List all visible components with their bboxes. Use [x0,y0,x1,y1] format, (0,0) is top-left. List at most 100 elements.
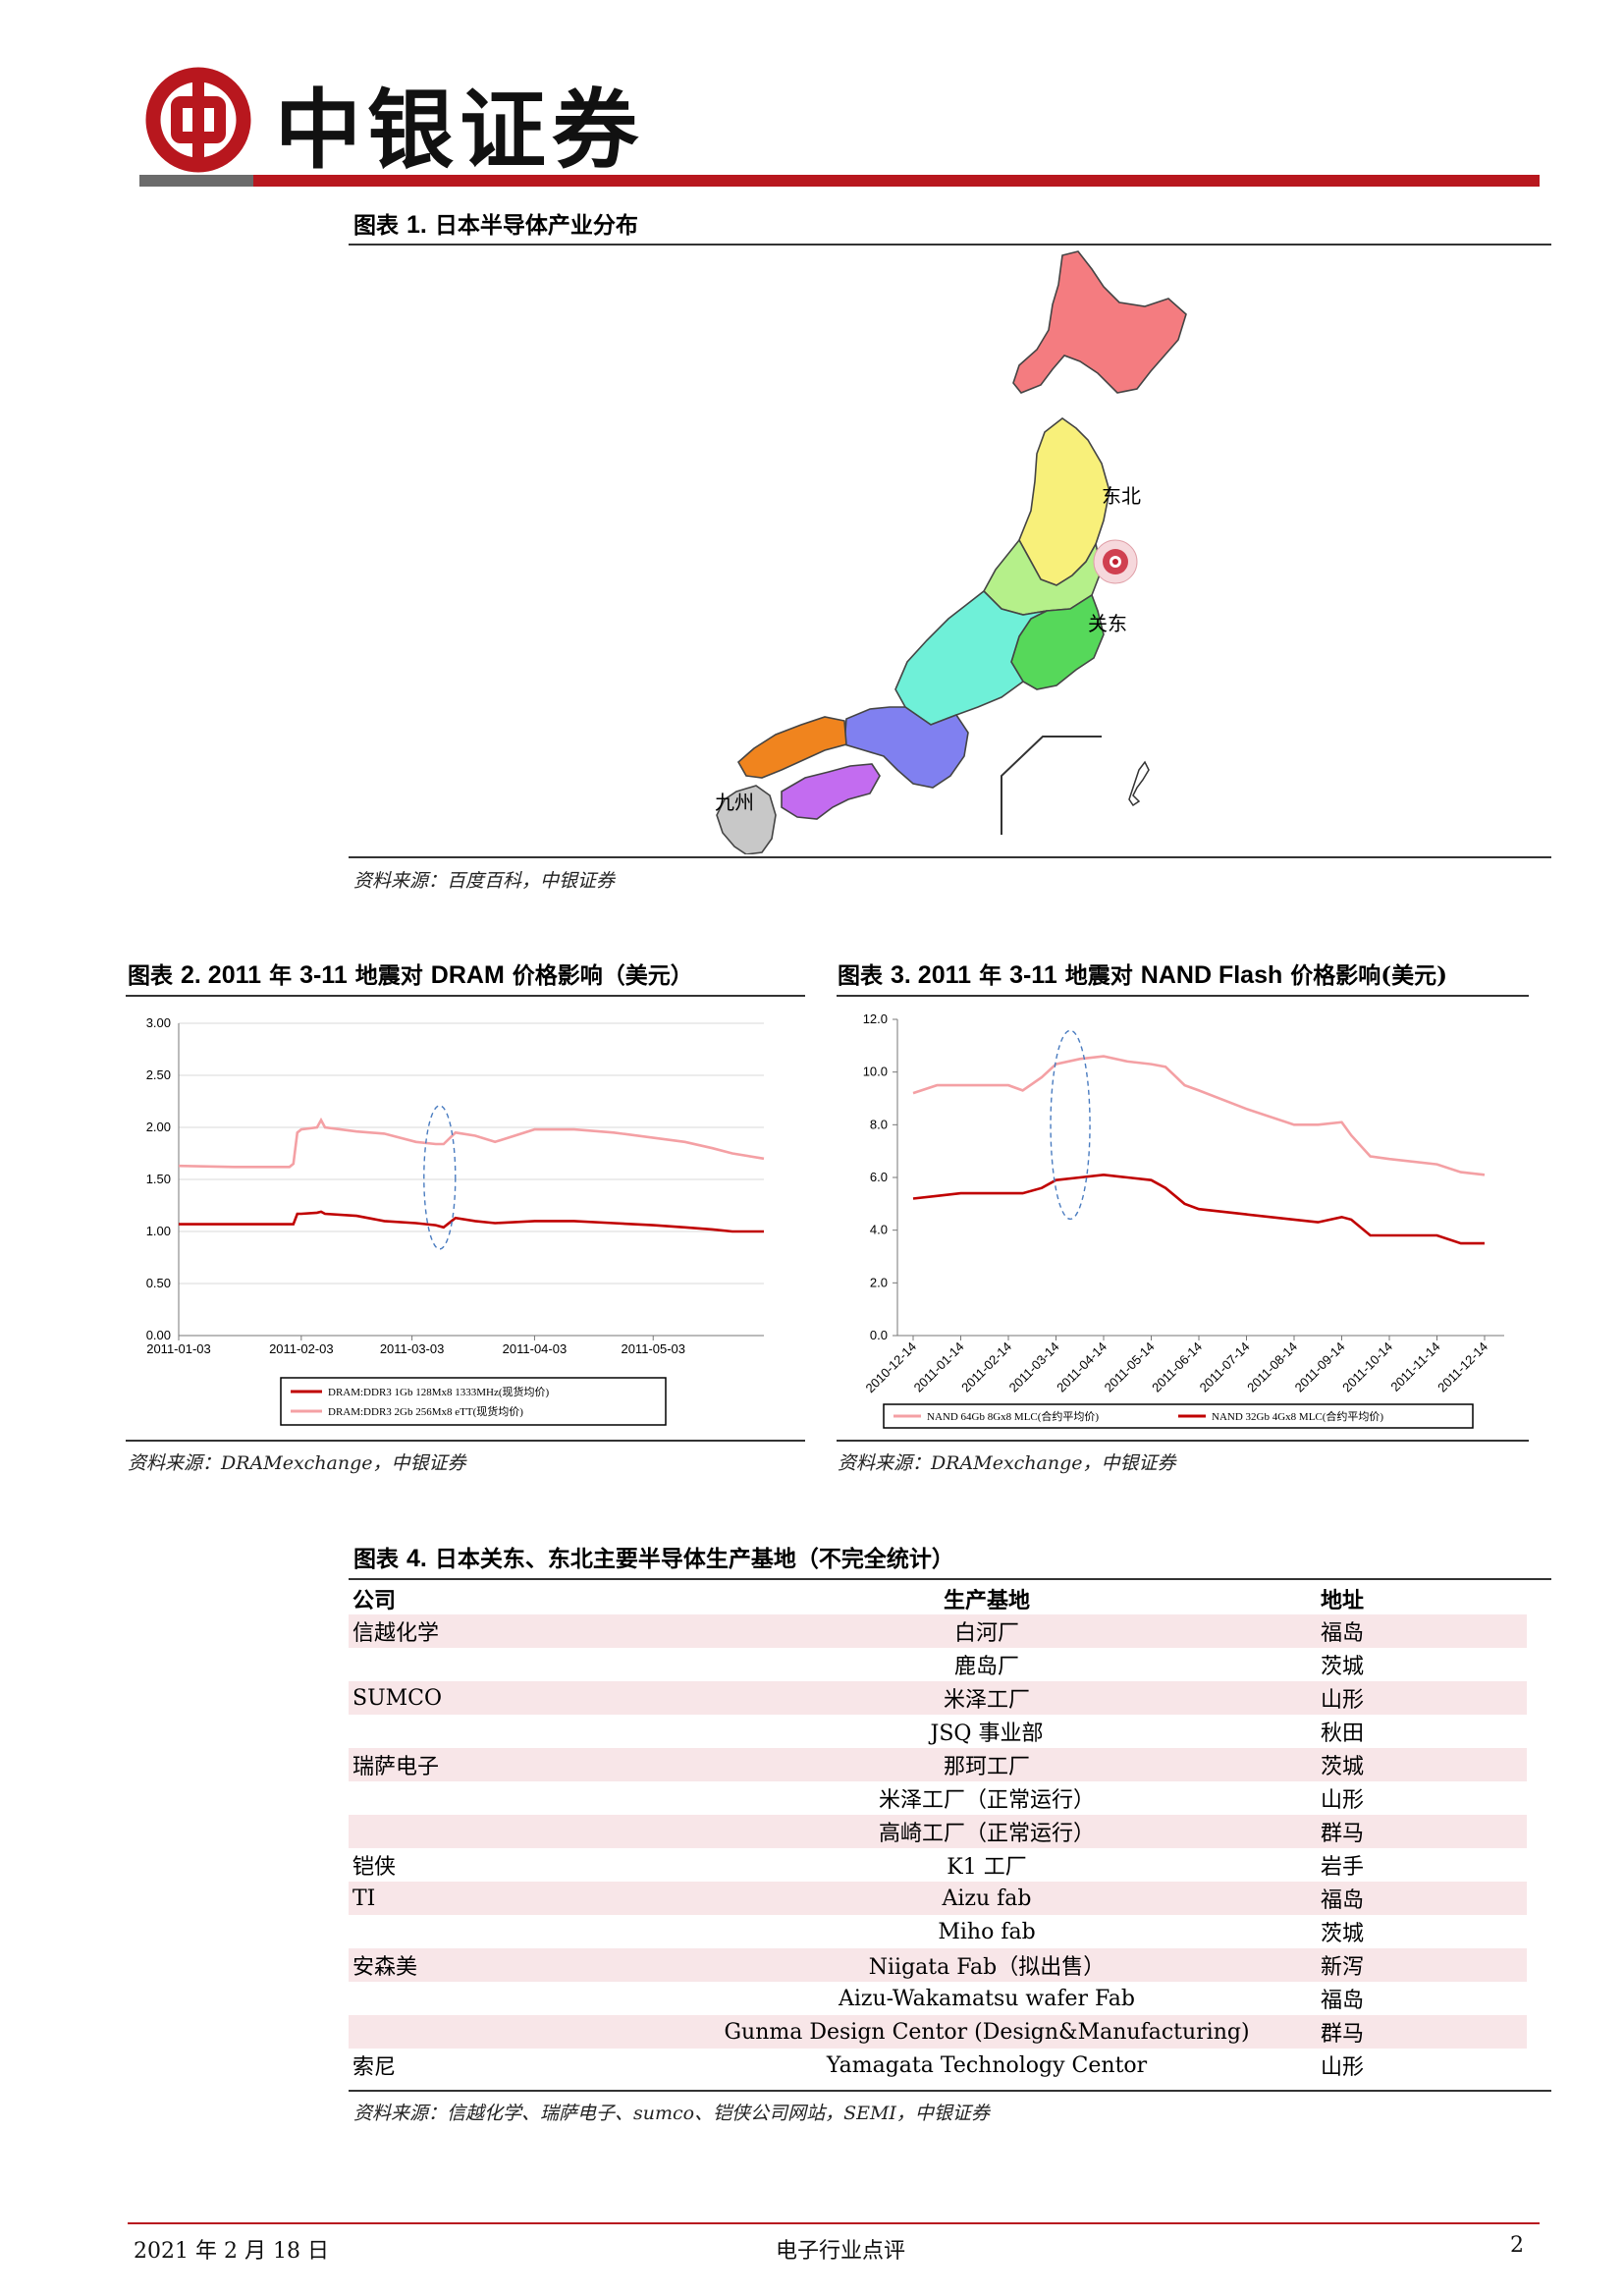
cell-address: 福岛 [1291,1882,1527,1915]
legend-box [280,1377,667,1426]
fig1-title-prefix: 图表 [353,212,399,239]
fig4-top-rule [349,1578,1551,1580]
fig3-title-text2: 地震对 [1064,962,1133,989]
table-row: Aizu-Wakamatsu wafer Fab 福岛 [349,1982,1527,2015]
y-tick-label: 2.50 [146,1067,171,1082]
fig2-title-text2: 地震对 [354,962,423,989]
fig2-title-text: 年 [269,962,293,989]
fig2-title-prefix: 图表 [128,962,173,989]
y-tick-label: 6.0 [870,1170,888,1184]
x-tick-label: 2011-01-14 [911,1339,967,1395]
cell-base: 白河厂 [682,1614,1291,1648]
shikoku-region [781,763,881,820]
fig3-title-text3: 价格影响(美元) [1290,962,1448,989]
cell-base: Aizu-Wakamatsu wafer Fab [838,1986,1136,2011]
inset-frame [1001,736,1102,835]
table-row: 安森美 Niigata Fab（拟出售） 新泻 [349,1948,1527,1982]
cell-company: 安森美 [349,1948,682,1982]
y-tick-label: 10.0 [863,1065,888,1079]
legend-label: NAND 64Gb 8Gx8 MLC(合约平均价) [927,1409,1099,1423]
table-row: Miho fab 茨城 [349,1915,1527,1948]
table-row: 鹿岛厂 茨城 [349,1648,1527,1681]
fig2-title-text3: 价格影响（美元） [512,962,693,989]
cell-address: 群马 [1291,2015,1527,2049]
table-row: 瑞萨电子 那珂工厂 茨城 [349,1748,1527,1781]
x-tick-label: 2011-09-14 [1292,1339,1348,1395]
x-tick-label: 2011-03-14 [1006,1339,1062,1395]
y-tick-label: 0.00 [146,1328,171,1342]
cell-company: 索尼 [352,2055,397,2080]
x-tick-label: 2011-07-14 [1197,1339,1253,1395]
y-tick-label: 0.0 [870,1328,888,1342]
table-row: JSQ 事业部 秋田 [349,1715,1527,1748]
cell-address: 山形 [1321,2055,1365,2080]
legend-label: NAND 32Gb 4Gx8 MLC(合约平均价) [1212,1409,1383,1423]
fig4-source: 资料来源：信越化学、瑞萨电子、sumco、铠侠公司网站，SEMI，中银证券 [353,2103,990,2124]
y-tick-label: 3.00 [146,1015,171,1030]
x-tick-label: 2011-05-14 [1102,1339,1158,1395]
footer-date: 2021 年 2 月 18 日 [134,2239,329,2264]
cell-base: 高崎工厂（正常运行） [682,1815,1291,1848]
event-highlight-ellipse [1050,1029,1091,1221]
cell-address: 秋田 [1321,1722,1365,1746]
kansai-region [843,706,969,789]
fig1-bottom-rule [349,856,1551,858]
x-tick-label: 2011-02-14 [958,1339,1014,1395]
cell-address: 岩手 [1321,1855,1365,1880]
map-label-kanto: 关东 [1088,612,1127,635]
cell-company [349,1648,682,1681]
chubu-region [894,589,1048,726]
map-label-tohoku: 东北 [1102,484,1141,508]
fig3-title: 图表 3. 2011 年 3-11 地震对 NAND Flash 价格影响(美元… [838,957,1447,990]
fig3-title-num2: 3-11 [1009,961,1057,989]
cell-address: 福岛 [1291,1614,1527,1648]
table-row: 索尼 Yamagata Technology Centor 山形 [349,2049,1527,2082]
col-header-address: 地址 [1321,1588,1365,1613]
y-tick-label: 8.0 [870,1117,888,1131]
fig2-source: 资料来源：DRAMexchange，中银证券 [128,1452,466,1474]
cell-base: 米泽工厂 [682,1681,1291,1715]
table-row: Gunma Design Centor (Design&Manufacturin… [349,2015,1527,2049]
cell-address: 茨城 [1321,1655,1365,1679]
cell-base: K1 工厂 [947,1855,1027,1880]
x-tick-label: 2011-08-14 [1244,1339,1300,1395]
fig3-title-text: 年 [979,962,1002,989]
fig4-title-num: 4. [406,1545,427,1572]
fig1-title-text: 日本半导体产业分布 [434,212,638,239]
table-header-row: 公司 生产基地 地址 [349,1583,1527,1614]
table-row: 信越化学 白河厂 福岛 [349,1614,1527,1648]
table-row: 米泽工厂（正常运行） 山形 [349,1781,1527,1815]
fig3-title-num: 3. 2011 [891,961,972,989]
fig2-bottom-rule [126,1440,805,1442]
event-highlight-ellipse [423,1105,457,1250]
legend-label: DRAM:DDR3 1Gb 128Mx8 1333MHz(现货均价) [328,1385,550,1398]
x-tick-label: 2011-11-14 [1387,1339,1442,1394]
x-tick-label: 2011-10-14 [1339,1339,1395,1395]
y-tick-label: 2.00 [146,1120,171,1134]
cell-base: JSQ 事业部 [930,1722,1044,1746]
col-header-base: 生产基地 [943,1588,1030,1613]
cell-company: 铠侠 [352,1855,397,1880]
cell-company [349,1781,682,1815]
chugoku-region [736,716,847,779]
fig1-title-num: 1. [406,211,427,239]
table-row: 高崎工厂（正常运行） 群马 [349,1815,1527,1848]
cell-base: 鹿岛厂 [953,1655,1019,1679]
company-name: 中银证券 [275,79,645,181]
table-row: SUMCO 米泽工厂 山形 [349,1681,1527,1715]
y-tick-label: 4.0 [870,1223,888,1237]
cell-address: 茨城 [1321,1922,1365,1946]
table-row: TI Aizu fab 福岛 [349,1882,1527,1915]
fig3-source: 资料来源：DRAMexchange，中银证券 [838,1452,1176,1474]
series-line-ddr3-2gb [178,1117,765,1169]
x-tick-label: 2011-02-03 [269,1341,334,1356]
fig1-source: 资料来源：百度百科，中银证券 [353,870,616,892]
y-tick-label: 12.0 [863,1011,888,1026]
cell-base: Miho fab [938,1919,1036,1944]
fig4-title: 图表 4. 日本关东、东北主要半导体生产基地（不完全统计） [353,1540,954,1573]
nand-price-chart: 12.0 10.0 8.0 6.0 4.0 2.0 0.02010-12-142011-01… [862,1011,1504,1429]
x-tick-label: 2011-01-03 [146,1341,211,1356]
cell-company [349,2015,682,2049]
series-line-nand-32gb [912,1173,1485,1245]
fig2-title-num2: 3-11 [299,961,348,989]
